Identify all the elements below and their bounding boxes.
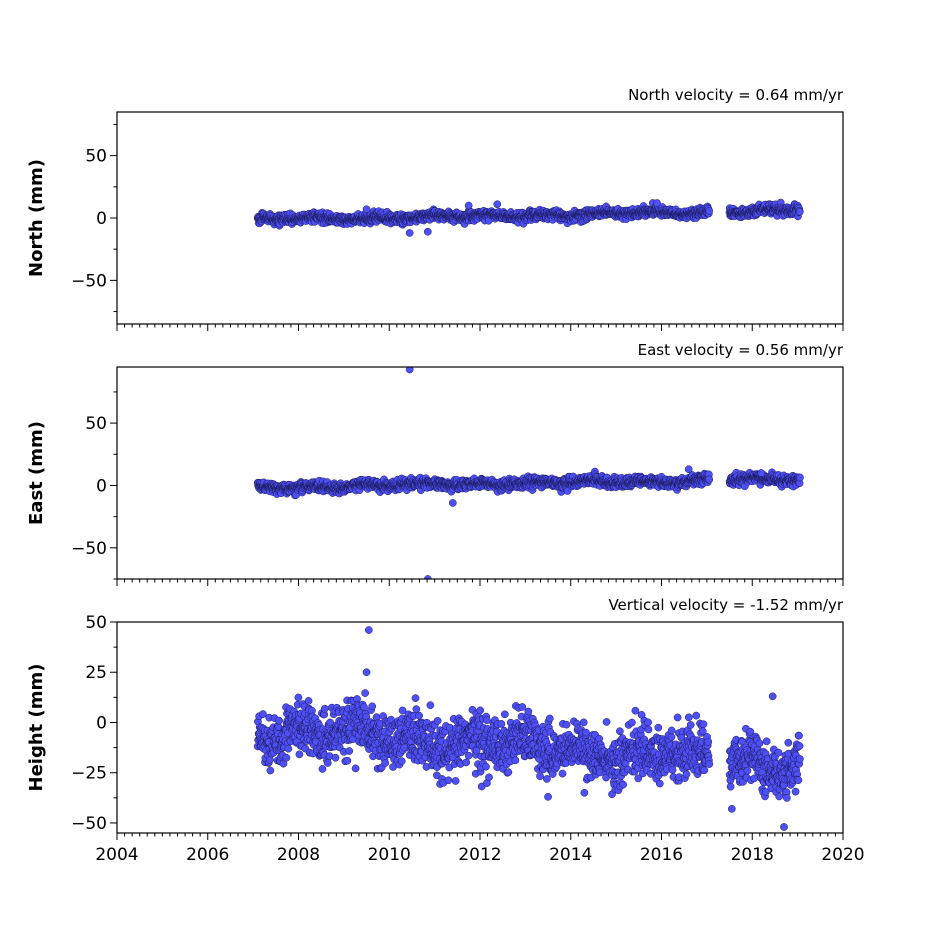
east-y-axis-label: East (mm) [26, 421, 47, 525]
height-data-point [524, 707, 533, 716]
north-outlier-point [653, 199, 661, 207]
height-data-point [545, 714, 554, 723]
height-data-point [351, 764, 360, 773]
height-data-point [412, 705, 421, 713]
east-data-point [705, 475, 714, 484]
east-outlier-point [684, 465, 693, 474]
east-points [253, 367, 804, 579]
height-data-point [426, 701, 435, 710]
height-data-point [543, 775, 551, 783]
height-points [253, 626, 804, 831]
height-data-point [275, 716, 283, 725]
height-data-point [326, 718, 334, 727]
height-data-point [397, 757, 406, 765]
east-outlier-point [448, 499, 457, 507]
height-data-point [511, 756, 520, 765]
height-data-point [284, 744, 293, 753]
east-panel: 50 0 −50 East (mm) East velocity = 0.56 mm/y… [26, 341, 844, 586]
height-data-point [518, 703, 527, 711]
height-data-point [282, 753, 291, 762]
north-y-tick-label: −50 [71, 271, 107, 291]
height-panel: 2004 2006 2008 2010 2012 2014 2016 2018 20205025… [26, 596, 865, 865]
height-data-point [536, 772, 544, 781]
height-data-point [331, 753, 340, 762]
east-y-tick-label: −50 [71, 539, 107, 559]
north-data-point [493, 200, 502, 209]
height-data-point [295, 750, 304, 759]
height-data-point [433, 716, 442, 725]
east-outlier-point [757, 469, 766, 477]
north-data-point [705, 207, 714, 215]
height-data-point [451, 777, 460, 785]
north-outlier-point [405, 229, 414, 237]
height-data-point [343, 756, 352, 765]
north-panel: 50 0 −50 North (mm) North velocity = 0.64 mm… [26, 86, 844, 331]
north-outlier-point [423, 227, 432, 236]
height-data-point [266, 766, 275, 775]
height-data-point [411, 694, 420, 702]
height-data-point [345, 747, 354, 755]
height-data-point [304, 697, 313, 705]
east-outlier-point [423, 575, 432, 579]
height-data-point [444, 776, 453, 785]
north-data-point [795, 207, 804, 216]
north-y-tick-label: 50 [85, 147, 107, 167]
height-data-point [476, 706, 485, 715]
height-data-point [294, 693, 303, 702]
north-y-tick-label: 0 [96, 209, 107, 229]
height-data-point [482, 762, 490, 771]
height-data-point [558, 769, 567, 778]
height-data-point [464, 751, 473, 760]
height-data-point [259, 710, 267, 718]
height-data-point [361, 689, 369, 697]
height-data-point [483, 716, 491, 725]
east-y-tick-label: 0 [96, 476, 107, 496]
east-y-tick-label: 50 [85, 414, 107, 434]
north-outlier-point [362, 205, 371, 214]
height-data-point [415, 711, 423, 720]
height-data-point [497, 720, 506, 728]
height-data-point [360, 703, 368, 711]
north-velocity-title: North velocity = 0.64 mm/yr [628, 86, 844, 104]
height-data-point [320, 704, 329, 713]
height-data-point [389, 763, 397, 771]
height-data-point [323, 759, 332, 767]
east-data-point [796, 473, 804, 482]
north-y-axis-label: North (mm) [26, 159, 47, 277]
height-data-point [381, 759, 390, 767]
north-outlier-point [464, 201, 473, 210]
height-data-point [318, 765, 327, 773]
east-outlier-point [405, 367, 414, 374]
height-data-point [500, 710, 509, 719]
height-data-point [368, 702, 377, 711]
height-data-point [485, 773, 493, 782]
height-data-point [462, 758, 471, 767]
height-data-point [504, 768, 513, 777]
north-points [253, 198, 804, 237]
east-velocity-title: East velocity = 0.56 mm/yr [638, 341, 844, 359]
